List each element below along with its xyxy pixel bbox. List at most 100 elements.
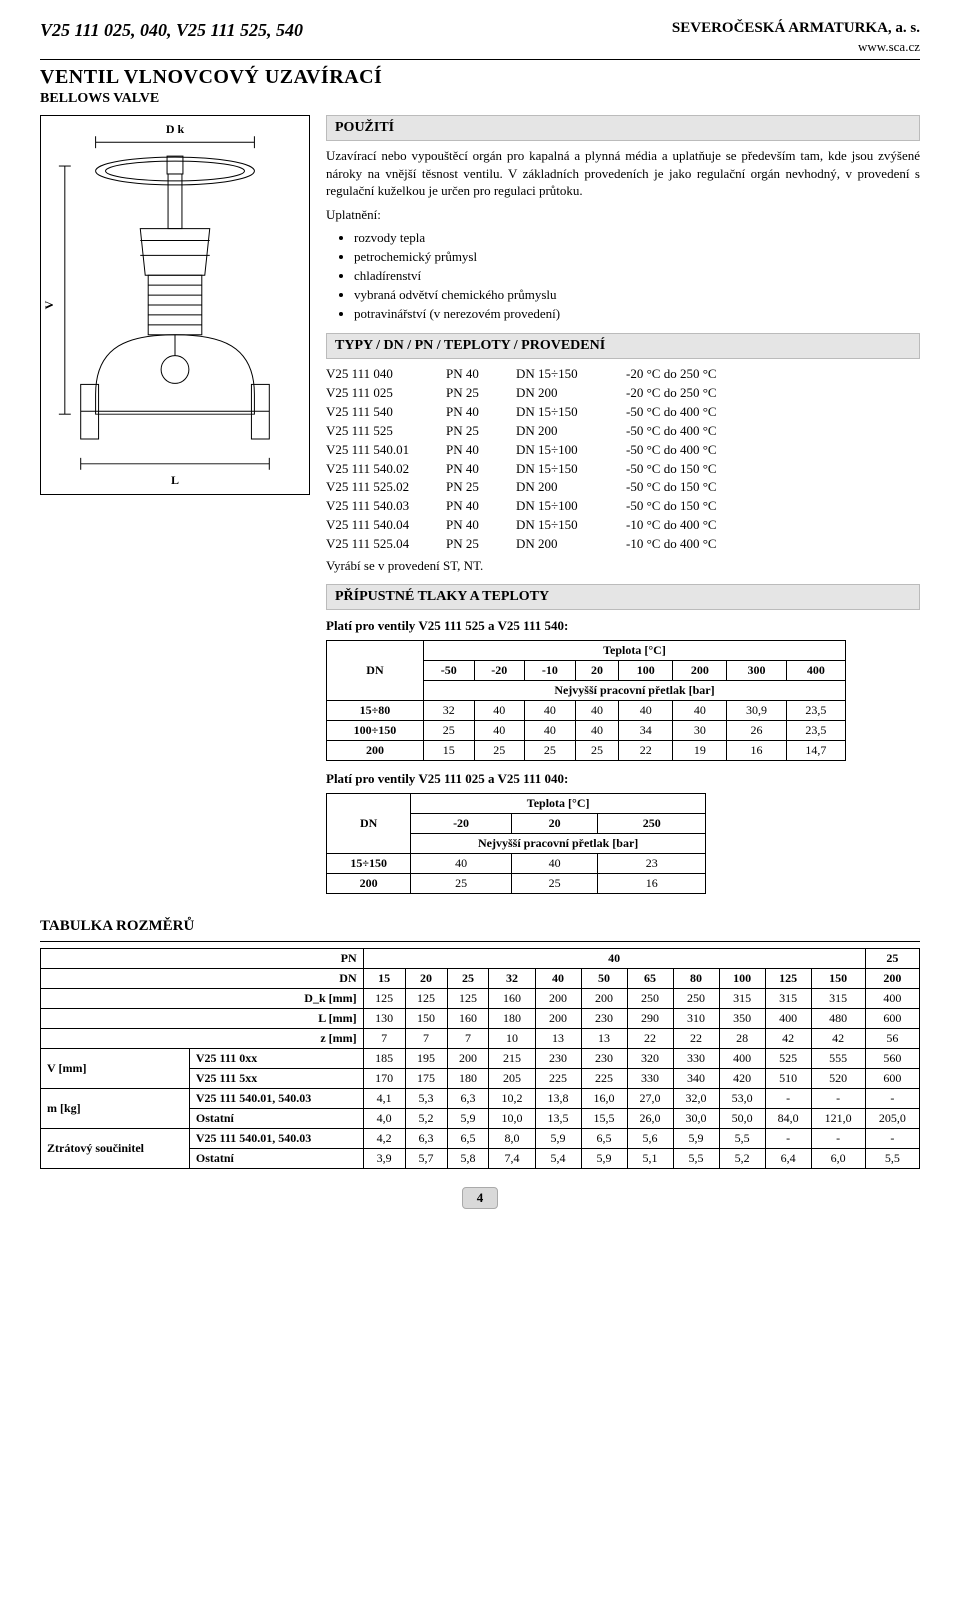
dims-rule [40, 941, 920, 942]
pressures-sub1: Platí pro ventily V25 111 525 a V25 111 … [326, 618, 920, 634]
types-row: V25 111 540.03PN 40DN 15÷100-50 °C do 15… [326, 497, 920, 516]
td-val: 290 [627, 1008, 673, 1028]
pressures-sub2: Platí pro ventily V25 111 025 a V25 111 … [326, 771, 920, 787]
td-val: 42 [765, 1028, 811, 1048]
td-val: 160 [489, 988, 535, 1008]
td-val: 40 [511, 853, 598, 873]
td-val: 180 [447, 1068, 489, 1088]
td-val: 310 [673, 1008, 719, 1028]
types-cell: DN 15÷150 [516, 403, 626, 422]
td-val: 5,5 [673, 1148, 719, 1168]
td-val: 315 [811, 988, 865, 1008]
th-dn-val: 20 [405, 968, 447, 988]
use-bullets: rozvody teplapetrochemický průmyslchladí… [354, 229, 920, 323]
td-val: 25 [411, 873, 512, 893]
page-number-wrap: 4 [40, 1187, 920, 1209]
td-val: 225 [535, 1068, 581, 1088]
dim-dk-label: D k [166, 122, 184, 137]
td-row-label: D_k [mm] [41, 988, 364, 1008]
types-row: V25 111 525PN 25DN 200-50 °C do 400 °C [326, 422, 920, 441]
dim-v-label: V [42, 301, 57, 310]
td-val: 22 [673, 1028, 719, 1048]
th-pn40: 40 [363, 948, 865, 968]
td-sub-label: V25 111 5xx [189, 1068, 363, 1088]
td-val: 150 [405, 1008, 447, 1028]
td-val: 480 [811, 1008, 865, 1028]
types-cell: -50 °C do 400 °C [626, 422, 920, 441]
table-row: D_k [mm]12512512516020020025025031531531… [41, 988, 920, 1008]
table-row: 15÷150404023 [327, 853, 706, 873]
types-cell: DN 15÷150 [516, 460, 626, 479]
th-temp-col: 20 [575, 660, 619, 680]
td-val: 5,9 [581, 1148, 627, 1168]
td-val: 30,0 [673, 1108, 719, 1128]
use-paragraph: Uzavírací nebo vypouštěcí orgán pro kapa… [326, 147, 920, 200]
td-val: 520 [811, 1068, 865, 1088]
th-dn-val: 25 [447, 968, 489, 988]
types-cell: V25 111 525 [326, 422, 446, 441]
td-val: 130 [363, 1008, 405, 1028]
dim-l-label: L [171, 473, 179, 488]
td-val: 8,0 [489, 1128, 535, 1148]
types-row: V25 111 540.04PN 40DN 15÷150-10 °C do 40… [326, 516, 920, 535]
td-val: - [865, 1088, 919, 1108]
th-dn-val: 125 [765, 968, 811, 988]
th-temp-col: -20 [474, 660, 525, 680]
td-val: 350 [719, 1008, 765, 1028]
td-val: 10,2 [489, 1088, 535, 1108]
td-val: 13 [535, 1028, 581, 1048]
types-cell: PN 40 [446, 365, 516, 384]
td-val: 25 [525, 740, 576, 760]
td-val: 205,0 [865, 1108, 919, 1128]
td-val: 175 [405, 1068, 447, 1088]
dims-table: PN4025DN1520253240506580100125150200D_k … [40, 948, 920, 1169]
types-cell: V25 111 025 [326, 384, 446, 403]
td-val: 27,0 [627, 1088, 673, 1108]
th-temp: Teplota [°C] [411, 793, 706, 813]
td-val: 6,3 [405, 1128, 447, 1148]
types-cell: V25 111 540.01 [326, 441, 446, 460]
valve-diagram: D k V L [40, 115, 310, 495]
types-row: V25 111 525.04PN 25DN 200-10 °C do 400 °… [326, 535, 920, 554]
td-val: 5,2 [405, 1108, 447, 1128]
table-row: Ztrátový součinitelV25 111 540.01, 540.0… [41, 1128, 920, 1148]
td-val: 200 [581, 988, 627, 1008]
td-val: 330 [673, 1048, 719, 1068]
td-row-label: L [mm] [41, 1008, 364, 1028]
td-val: 40 [525, 720, 576, 740]
title-main: VENTIL VLNOVCOVÝ UZAVÍRACÍ [40, 66, 920, 89]
th-temp: Teplota [°C] [423, 640, 845, 660]
td-val: 14,7 [786, 740, 845, 760]
types-cell: -50 °C do 150 °C [626, 460, 920, 479]
types-cell: -50 °C do 400 °C [626, 441, 920, 460]
types-cell: DN 200 [516, 422, 626, 441]
use-bullet: petrochemický průmysl [354, 248, 920, 267]
td-val: 7 [447, 1028, 489, 1048]
td-val: 330 [627, 1068, 673, 1088]
table-row: z [mm]777101313222228424256 [41, 1028, 920, 1048]
table-row: 200252516 [327, 873, 706, 893]
td-val: 315 [719, 988, 765, 1008]
th-dn-val: 32 [489, 968, 535, 988]
types-row: V25 111 040PN 40DN 15÷150-20 °C do 250 °… [326, 365, 920, 384]
td-val: 420 [719, 1068, 765, 1088]
td-val: 25 [423, 720, 474, 740]
td-val: 25 [575, 740, 619, 760]
types-cell: PN 40 [446, 516, 516, 535]
td-val: 10,0 [489, 1108, 535, 1128]
table-row: 15÷8032404040404030,923,5 [327, 700, 846, 720]
td-val: 5,8 [447, 1148, 489, 1168]
td-dn: 200 [327, 740, 424, 760]
use-bullet: rozvody tepla [354, 229, 920, 248]
valve-svg [41, 116, 309, 494]
th-temp-col: 250 [598, 813, 706, 833]
td-val: 23,5 [786, 700, 845, 720]
pressure-table-1: DNTeplota [°C]-50-20-1020100200300400Nej… [326, 640, 846, 761]
td-sub-label: V25 111 0xx [189, 1048, 363, 1068]
types-cell: PN 40 [446, 497, 516, 516]
td-sub-label: Ostatní [189, 1148, 363, 1168]
types-cell: V25 111 525.02 [326, 478, 446, 497]
td-val: 250 [627, 988, 673, 1008]
types-cell: -50 °C do 150 °C [626, 478, 920, 497]
use-bullet: chladírenství [354, 267, 920, 286]
